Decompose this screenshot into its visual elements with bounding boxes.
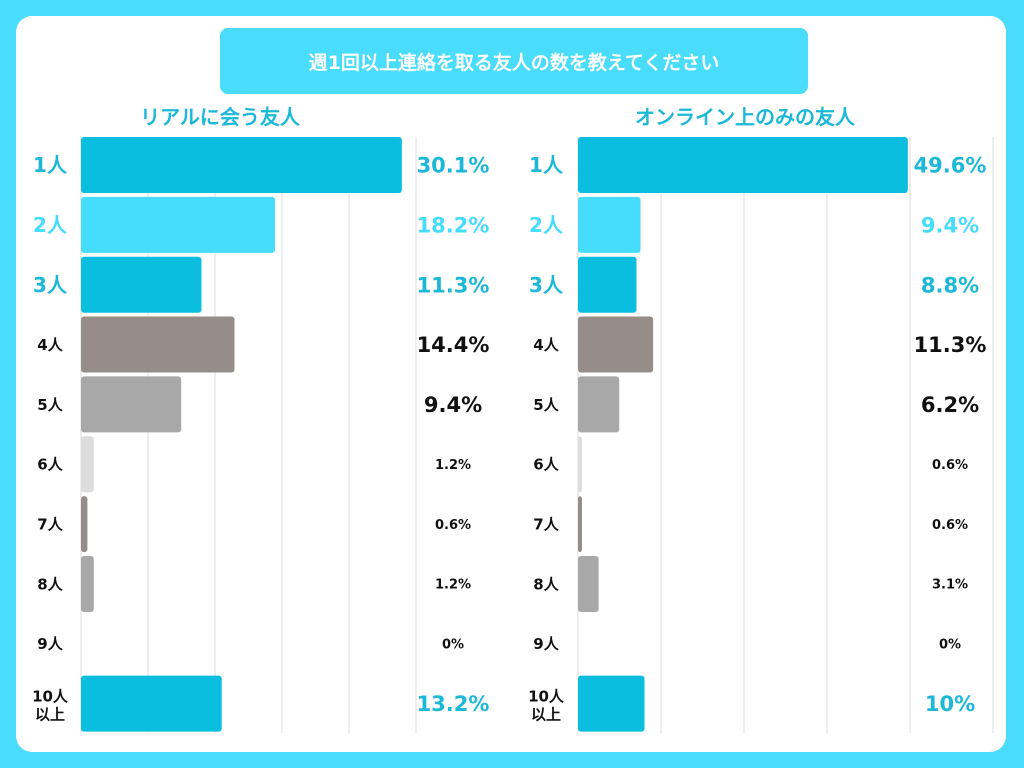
value-label: 0.6% <box>932 518 968 533</box>
bar <box>578 256 637 313</box>
panel-1: リアルに会う友人 1人 30.1% 2人 18.2% 3人 11.3% 4人 14.4% 5人 9.… <box>32 105 489 733</box>
category-label: 2人 <box>33 213 68 237</box>
category-label: 9人 <box>37 635 63 653</box>
value-label: 30.1% <box>417 154 490 178</box>
value-label: 0.6% <box>435 518 471 533</box>
category-label: 8人 <box>533 575 559 593</box>
category-label: 10人以上 <box>528 688 565 724</box>
bar <box>81 555 94 612</box>
bar <box>578 496 582 553</box>
value-label: 11.3% <box>914 333 987 357</box>
bar <box>81 675 222 732</box>
value-label: 0% <box>442 637 464 652</box>
category-label: 5人 <box>533 396 559 414</box>
bar <box>578 316 654 373</box>
bar <box>81 496 88 553</box>
bar <box>81 137 402 193</box>
category-label: 1人 <box>529 153 564 177</box>
bar <box>81 316 235 373</box>
value-label: 3.1% <box>932 578 968 593</box>
bar <box>578 436 582 493</box>
category-label: 9人 <box>533 635 559 653</box>
value-label: 13.2% <box>417 692 490 716</box>
category-label: 2人 <box>529 213 564 237</box>
category-label: 4人 <box>533 336 559 354</box>
value-label: 8.8% <box>921 273 979 297</box>
value-label: 10% <box>925 692 975 716</box>
value-label: 11.3% <box>417 273 490 297</box>
bar <box>81 376 182 433</box>
panel-2: オンライン上のみの友人 1人 49.6% 2人 9.4% 3人 8.8% 4人 11.3% 5人 6… <box>528 105 994 733</box>
category-label: 8人 <box>37 575 63 593</box>
panel-subtitle: リアルに会う友人 <box>140 105 301 129</box>
bar <box>81 436 94 493</box>
bar <box>81 196 276 253</box>
panel-subtitle: オンライン上のみの友人 <box>635 105 856 129</box>
value-label: 1.2% <box>435 578 471 593</box>
value-label: 14.4% <box>417 333 490 357</box>
bar <box>578 675 645 732</box>
bar <box>578 196 641 253</box>
bar <box>578 137 908 193</box>
value-label: 9.4% <box>424 393 482 417</box>
value-label: 49.6% <box>914 154 987 178</box>
category-label: 6人 <box>533 456 559 474</box>
category-label: 7人 <box>533 516 559 534</box>
category-label: 6人 <box>37 456 63 474</box>
chart-title: 週1回以上連絡を取る友人の数を教えてください <box>220 28 808 94</box>
value-label: 9.4% <box>921 213 979 237</box>
category-label: 5人 <box>37 396 63 414</box>
category-label: 3人 <box>33 273 68 297</box>
value-label: 0% <box>939 637 961 652</box>
value-label: 6.2% <box>921 393 979 417</box>
value-label: 18.2% <box>417 213 490 237</box>
category-label: 4人 <box>37 336 63 354</box>
value-label: 0.6% <box>932 458 968 473</box>
category-label: 1人 <box>33 153 68 177</box>
category-label: 10人以上 <box>32 688 69 724</box>
value-label: 1.2% <box>435 458 471 473</box>
category-label: 3人 <box>529 273 564 297</box>
bar <box>81 256 202 313</box>
category-label: 7人 <box>37 516 63 534</box>
bar <box>578 555 599 612</box>
bar <box>578 376 620 433</box>
